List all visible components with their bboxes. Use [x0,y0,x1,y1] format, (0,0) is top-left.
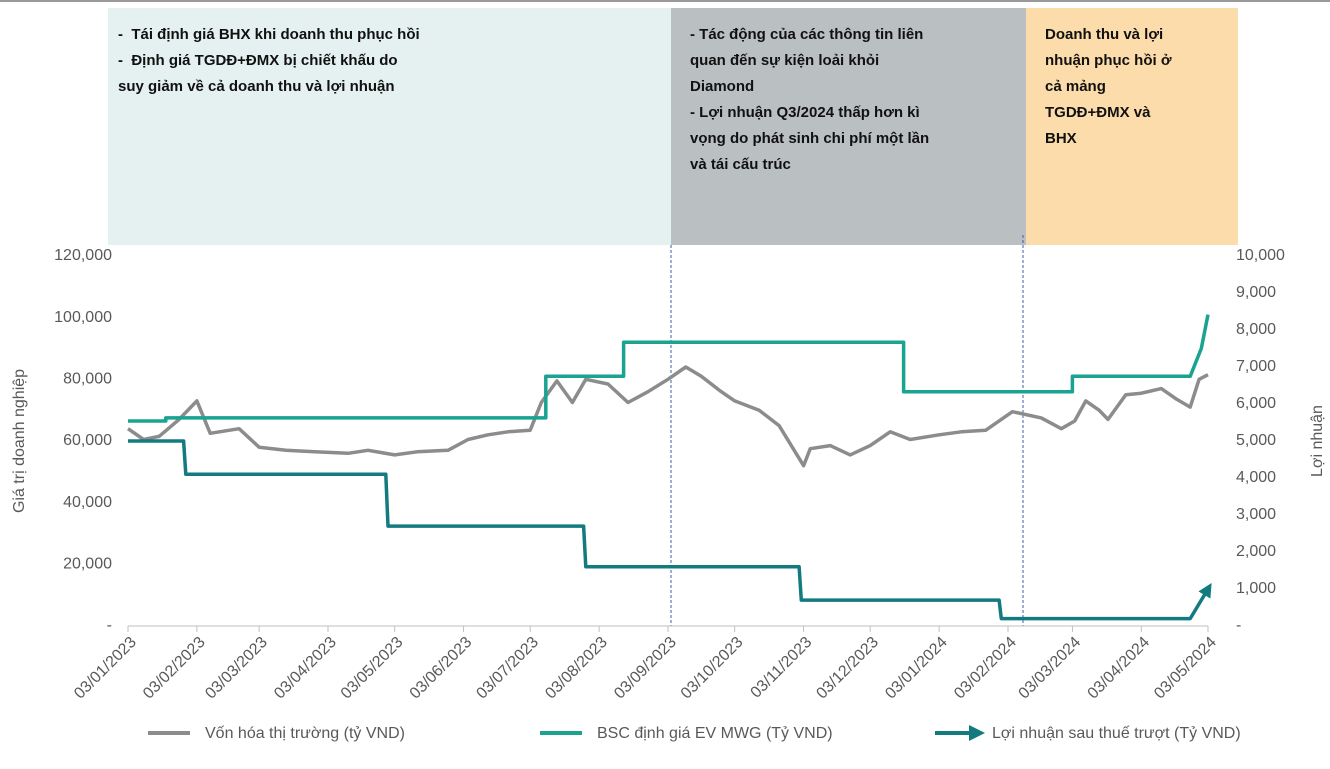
y2-tick-label: 7,000 [1236,358,1276,375]
y2-tick-label: 6,000 [1236,395,1276,412]
y2-tick-label: 8,000 [1236,321,1276,338]
y-tick-label: 80,000 [63,371,112,388]
y2-tick-label: 5,000 [1236,432,1276,449]
annotation-text: - Tác động của các thông tin liên [690,26,923,43]
legend-label: BSC định giá EV MWG (Tỷ VND) [597,725,833,742]
annotation-text: - Định giá TGDĐ+ĐMX bị chiết khấu do [118,52,398,69]
legend-label: Lợi nhuận sau thuế trượt (Tỷ VND) [992,725,1241,742]
x-tick-label: 03/05/2024 [1151,634,1220,703]
annotation-text: Doanh thu và lợi [1045,26,1163,43]
annotation-text: và tái cấu trúc [690,156,791,173]
y2-tick-label: 2,000 [1236,543,1276,560]
y2-tick-label: 4,000 [1236,469,1276,486]
y-axis-label: Giá trị doanh nghiệp [11,369,28,513]
y2-axis-label: Lợi nhuận [1309,405,1326,477]
annotation-box [108,8,671,245]
x-tick-label: 03/03/2023 [202,634,271,703]
y2-tick-label: 10,000 [1236,247,1285,264]
annotation-text: quan đến sự kiện loải khỏi [690,52,879,69]
x-tick-label: 03/07/2023 [473,634,542,703]
x-tick-label: 03/03/2024 [1016,634,1085,703]
x-tick-label: 03/01/2024 [882,634,951,703]
y2-tick-label: 3,000 [1236,506,1276,523]
y2-tick-label: - [1236,617,1241,634]
y-tick-label: 20,000 [63,556,112,573]
y-tick-label: 60,000 [63,432,112,449]
series-line [127,365,1209,468]
x-tick-label: 03/06/2023 [407,634,476,703]
x-tick-label: 03/10/2023 [678,634,747,703]
series-line [128,314,1210,423]
x-tick-label: 03/12/2023 [813,634,882,703]
x-tick-label: 03/05/2023 [338,634,407,703]
y-tick-label: - [107,617,112,634]
annotation-box [1026,8,1238,245]
x-tick-label: 03/02/2023 [140,634,209,703]
annotation-text: cả mảng [1045,78,1106,95]
y-tick-label: 100,000 [54,309,112,326]
annotation-text: BHX [1045,130,1077,147]
x-tick-label: 03/09/2023 [611,634,680,703]
x-tick-label: 03/04/2024 [1085,634,1154,703]
x-tick-label: 03/11/2023 [748,634,816,702]
x-tick-label: 03/01/2023 [71,634,140,703]
annotation-text: TGDĐ+ĐMX và [1045,104,1151,121]
annotation-text: vọng do phát sinh chi phí một lần [690,130,929,147]
legend-label: Vốn hóa thị trường (tỷ VND) [205,725,405,742]
annotation-text: nhuận phục hồi ở [1045,52,1172,69]
series-line [128,439,1212,621]
y2-tick-label: 1,000 [1236,580,1276,597]
annotation-text: suy giảm về cả doanh thu và lợi nhuận [118,78,395,95]
annotation-text: Diamond [690,78,754,95]
y-tick-label: 40,000 [63,494,112,511]
y-tick-label: 120,000 [54,247,112,264]
annotation-text: - Lợi nhuận Q3/2024 thấp hơn kì [690,104,920,121]
x-tick-label: 03/04/2023 [271,634,340,703]
annotation-box [671,8,1026,245]
y2-tick-label: 9,000 [1236,284,1276,301]
x-tick-label: 03/08/2023 [542,634,611,703]
annotation-text: - Tái định giá BHX khi doanh thu phục hồ… [118,26,420,43]
x-tick-label: 03/02/2024 [951,634,1020,703]
